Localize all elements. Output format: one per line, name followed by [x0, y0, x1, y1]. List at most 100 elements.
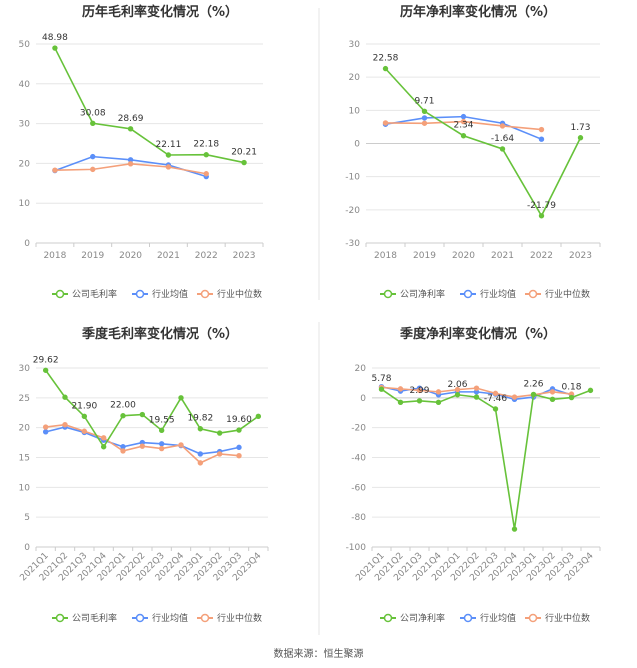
legend-swatch-marker	[383, 613, 393, 623]
series-line-company	[384, 68, 582, 218]
data-point-company	[100, 444, 107, 450]
y-tick-label: 30	[19, 364, 31, 374]
data-point-company	[538, 213, 545, 219]
data-point-company	[127, 126, 134, 132]
legend-swatch-marker	[463, 289, 473, 299]
data-label: 9.71	[414, 96, 434, 106]
data-point-median	[178, 442, 184, 448]
legend-label: 公司毛利率	[72, 612, 117, 624]
y-tick-label: 20	[349, 73, 361, 83]
data-point-median	[236, 453, 242, 459]
data-point-avg	[90, 153, 96, 160]
legend-swatch-marker	[383, 289, 393, 299]
x-tick-label: 2021	[157, 251, 180, 261]
data-point-company	[178, 395, 184, 401]
y-tick-label: -30	[345, 239, 360, 249]
data-point-median	[203, 171, 209, 177]
x-tick-label: 2020	[119, 251, 142, 261]
chart-panel-4: 季度净利率变化情况（%）-100-80-60-40-200202021Q1202…	[346, 326, 601, 624]
x-tick-label: 2018	[43, 251, 66, 261]
data-label: 22.00	[110, 401, 136, 411]
x-tick-label: 2023	[233, 251, 256, 261]
data-label: -7.46	[484, 394, 508, 404]
data-point-median	[538, 126, 545, 133]
data-point-company	[382, 65, 389, 72]
chart-title: 历年毛利率变化情况（%）	[82, 4, 238, 20]
legend-label: 行业中位数	[545, 612, 590, 624]
data-label: 29.62	[33, 355, 59, 365]
data-label: 5.78	[371, 374, 391, 384]
data-point-company	[236, 427, 242, 433]
y-tick-label: 0	[360, 394, 366, 404]
data-point-company	[549, 396, 556, 403]
data-point-company	[492, 406, 499, 412]
data-point-avg	[42, 429, 49, 435]
data-point-company	[52, 45, 58, 51]
y-tick-label: -80	[351, 513, 366, 523]
data-point-company	[216, 430, 223, 436]
y-tick-label: -100	[346, 543, 367, 553]
data-label: -21.79	[527, 201, 556, 211]
legend-swatch-marker	[463, 613, 473, 623]
data-label: 28.69	[118, 114, 144, 124]
data-label: 21.90	[71, 401, 97, 411]
y-tick-label: -10	[345, 173, 360, 183]
data-point-avg	[460, 113, 467, 120]
data-point-company	[568, 394, 575, 401]
data-point-median	[165, 164, 172, 170]
data-label: 30.08	[80, 108, 106, 118]
data-label: 2.34	[453, 121, 473, 131]
data-label: 2.99	[409, 386, 429, 396]
data-point-median	[81, 428, 88, 434]
data-point-company	[120, 413, 126, 419]
y-tick-label: 0	[24, 239, 30, 249]
data-source-note: 数据来源：恒生聚源	[273, 649, 364, 660]
data-point-company	[81, 413, 88, 420]
data-point-company	[203, 152, 209, 158]
data-point-median	[549, 389, 556, 395]
data-point-company	[90, 120, 96, 126]
data-label: 19.60	[226, 415, 252, 425]
x-tick-label: 2022	[195, 251, 218, 261]
y-tick-label: 20	[19, 159, 31, 169]
legend-label: 行业中位数	[217, 288, 262, 300]
data-label: 2.06	[447, 380, 467, 390]
chart-panel-1: 历年毛利率变化情况（%） 0 10 20 30 40 50 2018 2019 2020 2021 2…	[19, 4, 264, 300]
y-tick-label: 10	[349, 106, 361, 116]
data-point-median	[216, 451, 223, 457]
data-point-company	[421, 108, 428, 114]
legend-label: 公司净利率	[400, 612, 445, 624]
data-point-median	[454, 386, 461, 393]
data-point-median	[90, 166, 96, 173]
data-point-company	[241, 159, 247, 166]
data-point-median	[435, 389, 442, 395]
data-point-company	[511, 526, 518, 532]
y-tick-label: -40	[351, 454, 366, 464]
data-label: 19.82	[187, 414, 213, 424]
legend-label: 行业均值	[480, 288, 516, 300]
legend-swatch-marker	[528, 289, 538, 299]
data-point-company	[435, 399, 442, 406]
data-point-median	[397, 386, 404, 392]
y-tick-label: -20	[351, 424, 366, 434]
data-point-company	[397, 399, 404, 406]
y-tick-label: -20	[345, 206, 360, 216]
legend-swatch-marker	[55, 613, 65, 623]
x-tick-label: 2019	[81, 251, 104, 261]
data-point-median	[473, 385, 480, 391]
y-tick-label: 20	[19, 424, 31, 434]
data-point-median	[139, 443, 146, 449]
y-tick-label: 10	[19, 483, 31, 493]
y-tick-label: 5	[24, 513, 30, 523]
data-point-median	[511, 394, 518, 400]
data-label: 19.55	[149, 415, 175, 425]
data-point-company	[460, 133, 467, 139]
data-point-median	[100, 435, 107, 441]
data-point-company	[158, 427, 165, 434]
data-point-median	[127, 161, 134, 167]
data-label: 22.11	[156, 140, 182, 150]
data-point-median	[421, 120, 428, 126]
data-point-median	[62, 421, 68, 428]
data-point-median	[382, 120, 389, 126]
